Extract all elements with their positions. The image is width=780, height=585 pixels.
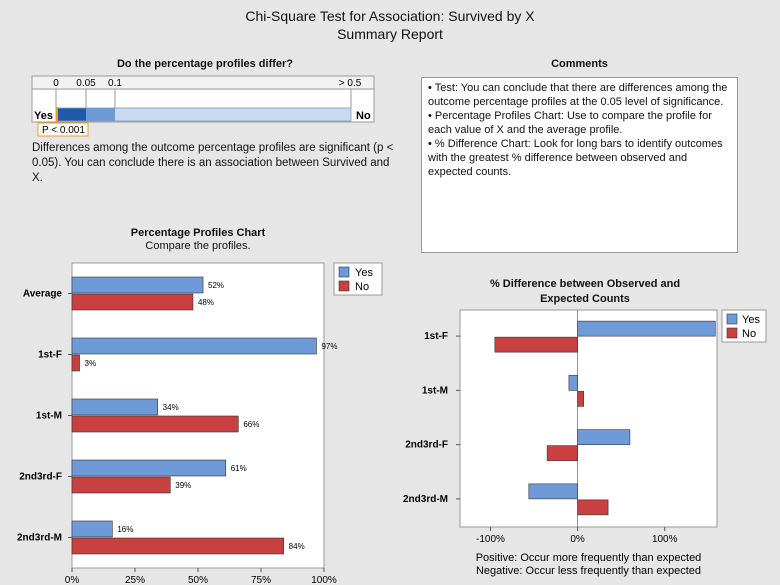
- comments-panel: • Test: You can conclude that there are …: [421, 77, 738, 253]
- bar-no: [577, 499, 609, 516]
- chart-note: Negative: Occur less frequently than exp…: [476, 565, 701, 577]
- legend-label: No: [742, 328, 756, 340]
- data-label: 97%: [321, 342, 337, 351]
- x-tick-label: 75%: [251, 575, 271, 585]
- scale-label-05: > 0.5: [339, 78, 362, 89]
- category-label: 1st-M: [36, 411, 62, 422]
- legend-swatch-no: [338, 280, 350, 292]
- no-label: No: [356, 110, 371, 122]
- report-subtitle: Summary Report: [337, 26, 443, 42]
- x-tick-label: 0%: [570, 534, 585, 545]
- pvalue-bar: 0 0.05 0.1 > 0.5 Yes No P < 0.001: [31, 75, 375, 137]
- profiles-chart-title: Percentage Profiles Chart: [130, 227, 266, 239]
- legend-label: Yes: [355, 267, 373, 279]
- bar-yes: [71, 337, 317, 355]
- data-label: 3%: [85, 359, 97, 368]
- legend-label: No: [355, 281, 369, 293]
- x-tick-label: 50%: [188, 575, 208, 585]
- bar-no: [577, 391, 585, 407]
- data-label: 61%: [231, 464, 247, 473]
- x-tick-label: 100%: [311, 575, 337, 585]
- category-label: 2nd3rd-M: [17, 533, 62, 544]
- yes-label: Yes: [34, 110, 53, 122]
- category-label: 1st-F: [424, 331, 448, 342]
- profiles-chart: 0% 25% 50% 75% 100% Average 52% 48% 1st-F 97% 3% 1s…: [17, 262, 383, 585]
- pvalue-heading: Do the percentage profiles differ?: [116, 58, 294, 70]
- scale-label-005: 0.05: [76, 78, 96, 89]
- bar-yes: [71, 459, 227, 477]
- legend-swatch-no: [726, 327, 738, 339]
- bar-yes: [577, 320, 716, 337]
- data-label: 39%: [175, 481, 191, 490]
- data-label: 84%: [289, 542, 305, 551]
- bar-no: [71, 476, 171, 494]
- pvalue-segment-marginal: [86, 108, 115, 121]
- category-label: 2nd3rd-M: [403, 494, 448, 505]
- scale-label-0: 0: [53, 78, 59, 89]
- category-label: Average: [23, 289, 63, 300]
- bar-no: [494, 336, 578, 353]
- bar-yes: [71, 398, 158, 416]
- x-tick-label: 0%: [65, 575, 80, 585]
- category-label: 2nd3rd-F: [405, 440, 448, 451]
- diff-chart: -100% 0% 100% 1st-F 1st-M 2nd3rd-F 2nd3rd-M Yes…: [403, 309, 767, 577]
- pvalue-marker: [56, 107, 58, 122]
- bar-no: [71, 537, 284, 555]
- pvalue-description: Differences among the outcome percentage…: [32, 142, 394, 184]
- x-tick-label: 100%: [652, 534, 678, 545]
- category-label: 1st-F: [38, 350, 62, 361]
- category-label: 1st-M: [422, 385, 448, 396]
- legend-swatch-yes: [338, 266, 350, 278]
- data-label: 52%: [208, 281, 224, 290]
- bar-yes: [568, 375, 578, 391]
- data-label: 34%: [163, 403, 179, 412]
- x-tick-label: 25%: [125, 575, 145, 585]
- p-label-box: [37, 122, 89, 137]
- legend-swatch-yes: [726, 313, 738, 325]
- p-label: P < 0.001: [42, 125, 85, 136]
- bar-no: [71, 354, 80, 372]
- profiles-chart-subtitle: Compare the profiles.: [145, 240, 251, 252]
- bar-no: [71, 293, 194, 311]
- bar-no: [71, 415, 239, 433]
- data-label: 48%: [198, 298, 214, 307]
- plot-area: [71, 262, 325, 569]
- diff-chart-title: % Difference between Observed and Expect…: [489, 278, 681, 305]
- bar-yes: [71, 520, 113, 538]
- bar-yes: [71, 276, 204, 294]
- x-tick-label: -100%: [476, 534, 505, 545]
- legend-label: Yes: [742, 314, 760, 326]
- bar-yes: [577, 429, 631, 445]
- report-title: Chi-Square Test for Association: Survive…: [245, 8, 535, 24]
- pvalue-segment-not-significant: [115, 108, 351, 121]
- bar-yes: [528, 483, 578, 500]
- category-label: 2nd3rd-F: [19, 472, 62, 483]
- pvalue-segment-significant: [56, 108, 86, 121]
- chart-note: Positive: Occur more frequently than exp…: [476, 552, 702, 564]
- scale-label-01: 0.1: [108, 78, 122, 89]
- data-label: 66%: [243, 420, 259, 429]
- data-label: 16%: [117, 525, 133, 534]
- comment-item: • % Difference Chart: Look for long bars…: [428, 138, 723, 178]
- comments-heading: Comments: [551, 58, 608, 70]
- comment-item: • Test: You can conclude that there are …: [428, 82, 728, 108]
- bar-no: [546, 445, 578, 461]
- comment-item: • Percentage Profiles Chart: Use to comp…: [428, 110, 712, 136]
